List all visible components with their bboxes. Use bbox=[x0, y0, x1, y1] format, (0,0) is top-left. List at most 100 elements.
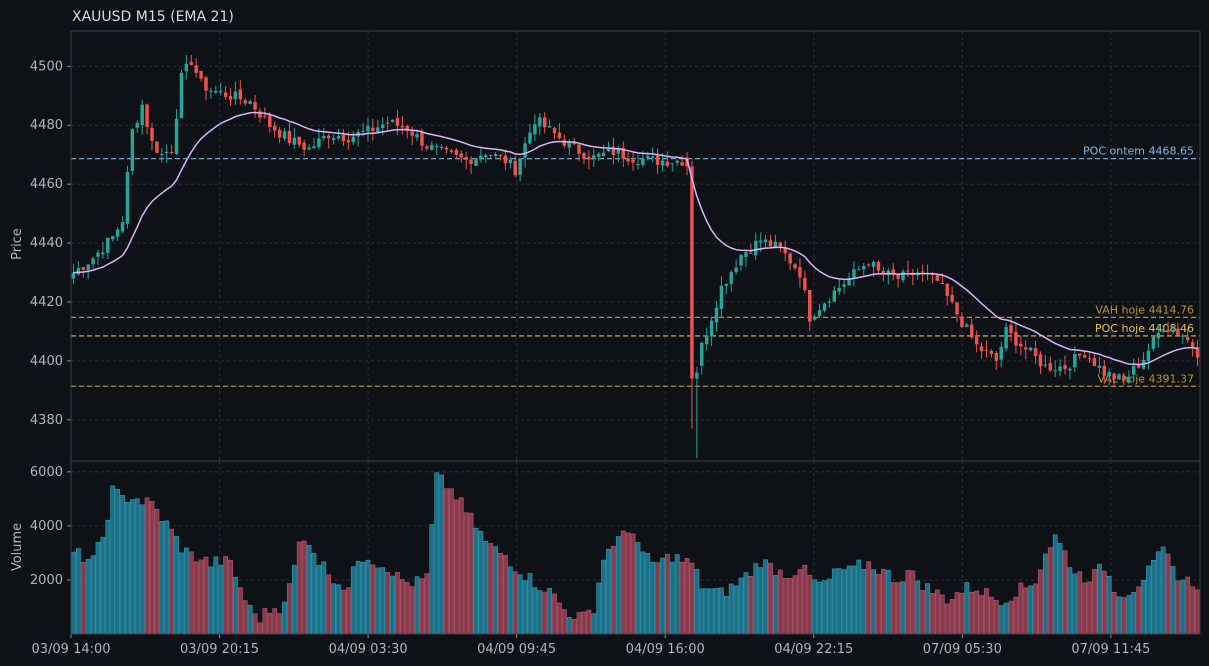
x-tick-label: 04/09 09:45 bbox=[477, 642, 556, 657]
candle-body bbox=[616, 149, 621, 154]
volume-bar bbox=[606, 548, 611, 635]
candle-body bbox=[567, 141, 571, 148]
candle-body bbox=[744, 252, 748, 257]
volume-bar bbox=[282, 601, 287, 635]
candle-body bbox=[439, 146, 444, 149]
candle-body bbox=[557, 132, 562, 139]
candle-body bbox=[263, 115, 267, 117]
volume-bar bbox=[625, 532, 631, 635]
candle-body bbox=[739, 255, 743, 266]
volume-bar bbox=[719, 587, 724, 635]
x-tick-label: 04/09 16:00 bbox=[626, 642, 705, 657]
candle-body bbox=[140, 104, 144, 125]
volume-bar bbox=[557, 602, 562, 635]
volume-bar bbox=[144, 497, 150, 635]
volume-panel-frame bbox=[70, 460, 1201, 635]
volume-bar bbox=[704, 588, 710, 635]
volume-bar bbox=[969, 591, 975, 635]
candle-body bbox=[179, 72, 184, 119]
volume-bar bbox=[517, 574, 523, 635]
candle-body bbox=[695, 372, 699, 379]
volume-bar bbox=[498, 552, 503, 635]
candle-body bbox=[287, 130, 292, 144]
volume-bar bbox=[709, 588, 714, 635]
volume-bar bbox=[85, 558, 91, 635]
volume-bar bbox=[409, 586, 415, 635]
volume-bar bbox=[164, 520, 170, 635]
volume-bar bbox=[807, 574, 813, 635]
volume-bar bbox=[797, 569, 803, 635]
volume-bar bbox=[125, 502, 130, 635]
volume-bar bbox=[439, 474, 444, 635]
candle-body bbox=[866, 264, 871, 266]
candle-body bbox=[734, 267, 738, 273]
candle-body bbox=[1171, 330, 1175, 333]
candle-body bbox=[1019, 343, 1023, 347]
candle-body bbox=[1117, 374, 1121, 380]
volume-bar bbox=[930, 593, 935, 635]
candle-body bbox=[1102, 365, 1106, 376]
volume-bar bbox=[105, 519, 111, 635]
volume-bar bbox=[203, 556, 209, 635]
volume-bar bbox=[267, 612, 273, 635]
volume-bar bbox=[1096, 563, 1102, 635]
candle-body bbox=[228, 95, 233, 100]
candle-body bbox=[783, 248, 787, 254]
candle-body bbox=[842, 284, 846, 287]
volume-bar bbox=[149, 501, 155, 635]
candle-body bbox=[434, 146, 439, 148]
volume-tick-label: 2000 bbox=[30, 573, 63, 588]
volume-bar bbox=[660, 557, 665, 635]
candle-body bbox=[542, 117, 547, 128]
volume-bar bbox=[674, 554, 680, 635]
volume-bar bbox=[979, 595, 984, 635]
candle-body bbox=[430, 144, 434, 150]
volume-bar bbox=[733, 585, 739, 635]
candle-body bbox=[125, 172, 130, 224]
candle-body bbox=[871, 261, 876, 267]
candle-body bbox=[955, 302, 959, 315]
volume-bar bbox=[753, 563, 759, 635]
candle-body bbox=[528, 132, 532, 144]
volume-bar bbox=[669, 561, 675, 635]
candle-body bbox=[346, 140, 351, 143]
candle-body bbox=[538, 117, 542, 127]
candle-body bbox=[768, 240, 773, 247]
volume-bar bbox=[1146, 565, 1151, 635]
volume-bar bbox=[714, 588, 719, 635]
volume-bar bbox=[885, 569, 891, 635]
volume-bar bbox=[1052, 534, 1058, 635]
volume-bar bbox=[419, 578, 425, 635]
candle-body bbox=[1014, 331, 1018, 346]
candle-body bbox=[817, 310, 822, 316]
volume-bar bbox=[665, 554, 670, 635]
candle-body bbox=[484, 155, 488, 158]
volume-bar bbox=[802, 564, 808, 635]
volume-bar bbox=[596, 582, 602, 635]
volume-bar bbox=[537, 590, 543, 635]
candle-body bbox=[454, 149, 459, 155]
volume-bar bbox=[1092, 569, 1097, 635]
volume-bar bbox=[905, 570, 911, 635]
candle-body bbox=[248, 101, 252, 105]
volume-bar bbox=[630, 533, 636, 635]
candle-body bbox=[704, 335, 709, 345]
volume-bar bbox=[993, 600, 999, 635]
candle-body bbox=[400, 126, 405, 128]
candle-body bbox=[302, 142, 306, 150]
candle-body bbox=[238, 89, 243, 100]
volume-bar bbox=[856, 559, 862, 635]
volume-bar bbox=[341, 589, 346, 635]
x-tick-label: 07/09 05:30 bbox=[923, 642, 1002, 657]
volume-bar bbox=[1150, 559, 1156, 635]
candle-body bbox=[1195, 347, 1200, 358]
candle-body bbox=[862, 266, 866, 270]
volume-bar bbox=[1067, 567, 1073, 635]
volume-bar bbox=[1180, 579, 1186, 635]
candle-body bbox=[812, 316, 817, 320]
volume-bar bbox=[110, 485, 116, 635]
candle-body bbox=[763, 239, 768, 243]
candle-body bbox=[680, 162, 684, 166]
volume-bar bbox=[645, 553, 651, 635]
